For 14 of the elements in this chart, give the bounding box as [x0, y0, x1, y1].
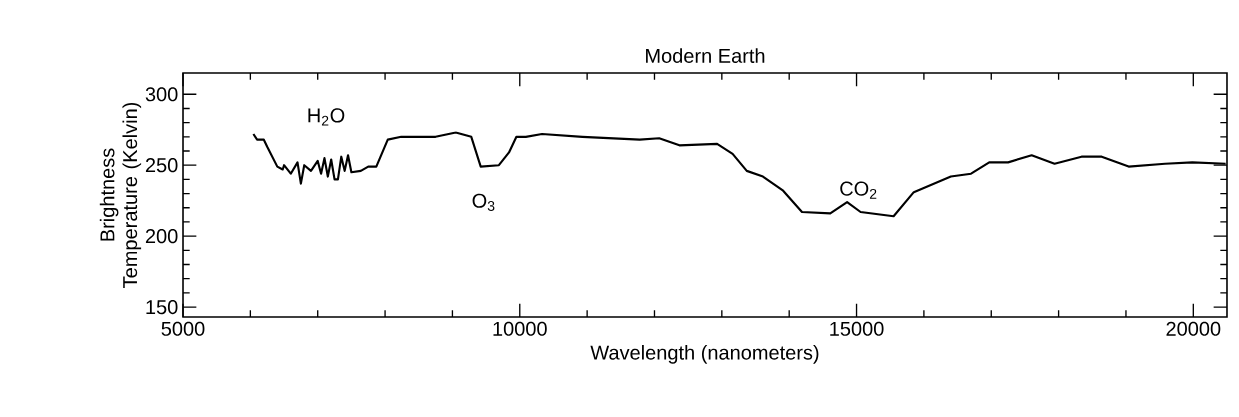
y-tick-label: 200	[145, 229, 178, 244]
x-tick-label: 10000	[493, 321, 547, 336]
x-tick-label: 20000	[1166, 321, 1221, 336]
x-tick-label: 15000	[830, 321, 884, 336]
y-axis-title: Brightness Temperature (Kelvin)	[99, 102, 142, 288]
x-axis-title: Wavelength (nanometers)	[590, 345, 819, 364]
y-tick-label: 150	[146, 299, 178, 315]
chart-title: Modern Earth	[646, 48, 765, 63]
annotation: O$_{3}$	[472, 193, 495, 211]
y-tick-label: 250	[145, 158, 178, 173]
annotation: H$_{2}$O	[308, 108, 345, 126]
x-tick-label: 5000	[161, 321, 205, 336]
y-tick-label: 300	[145, 87, 178, 102]
annotation: CO$_{2}$	[840, 181, 877, 199]
